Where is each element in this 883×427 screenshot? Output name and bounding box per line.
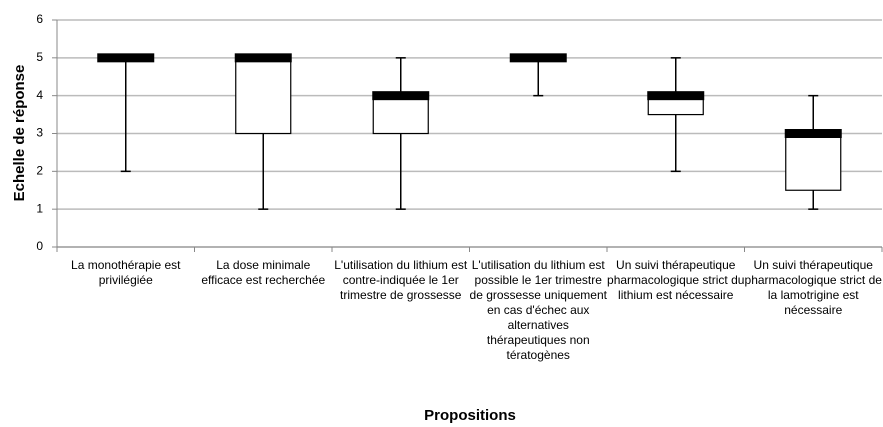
x-tick-label: Un suivi thérapeutique pharmacologique s… bbox=[744, 258, 882, 317]
x-axis-label: Propositions bbox=[424, 407, 516, 424]
median bbox=[647, 91, 705, 101]
x-tick-label: L'utilisation du lithium est possible le… bbox=[469, 258, 607, 362]
box bbox=[235, 57, 292, 135]
median bbox=[97, 53, 155, 63]
median bbox=[234, 53, 292, 63]
x-tick-label: Un suivi thérapeutique pharmacologique s… bbox=[607, 258, 745, 302]
y-tick-label: 3 bbox=[36, 126, 43, 140]
x-tick-label: La monothérapie est privilégiée bbox=[71, 258, 181, 287]
y-tick-label: 2 bbox=[36, 164, 43, 178]
y-tick-label: 4 bbox=[36, 88, 43, 102]
x-tick-label: L'utilisation du lithium est contre-indi… bbox=[334, 258, 468, 302]
y-tick-label: 1 bbox=[36, 201, 43, 215]
median bbox=[372, 91, 430, 101]
y-tick-label: 5 bbox=[36, 50, 43, 64]
y-tick-label: 0 bbox=[36, 239, 43, 253]
median bbox=[784, 129, 842, 138]
y-axis-label: Echelle de réponse bbox=[11, 65, 28, 202]
median bbox=[509, 53, 567, 63]
box bbox=[372, 95, 429, 135]
y-tick-label: 6 bbox=[36, 12, 43, 26]
x-tick-label: La dose minimale efficace est recherchée bbox=[201, 258, 326, 287]
box bbox=[785, 132, 842, 191]
